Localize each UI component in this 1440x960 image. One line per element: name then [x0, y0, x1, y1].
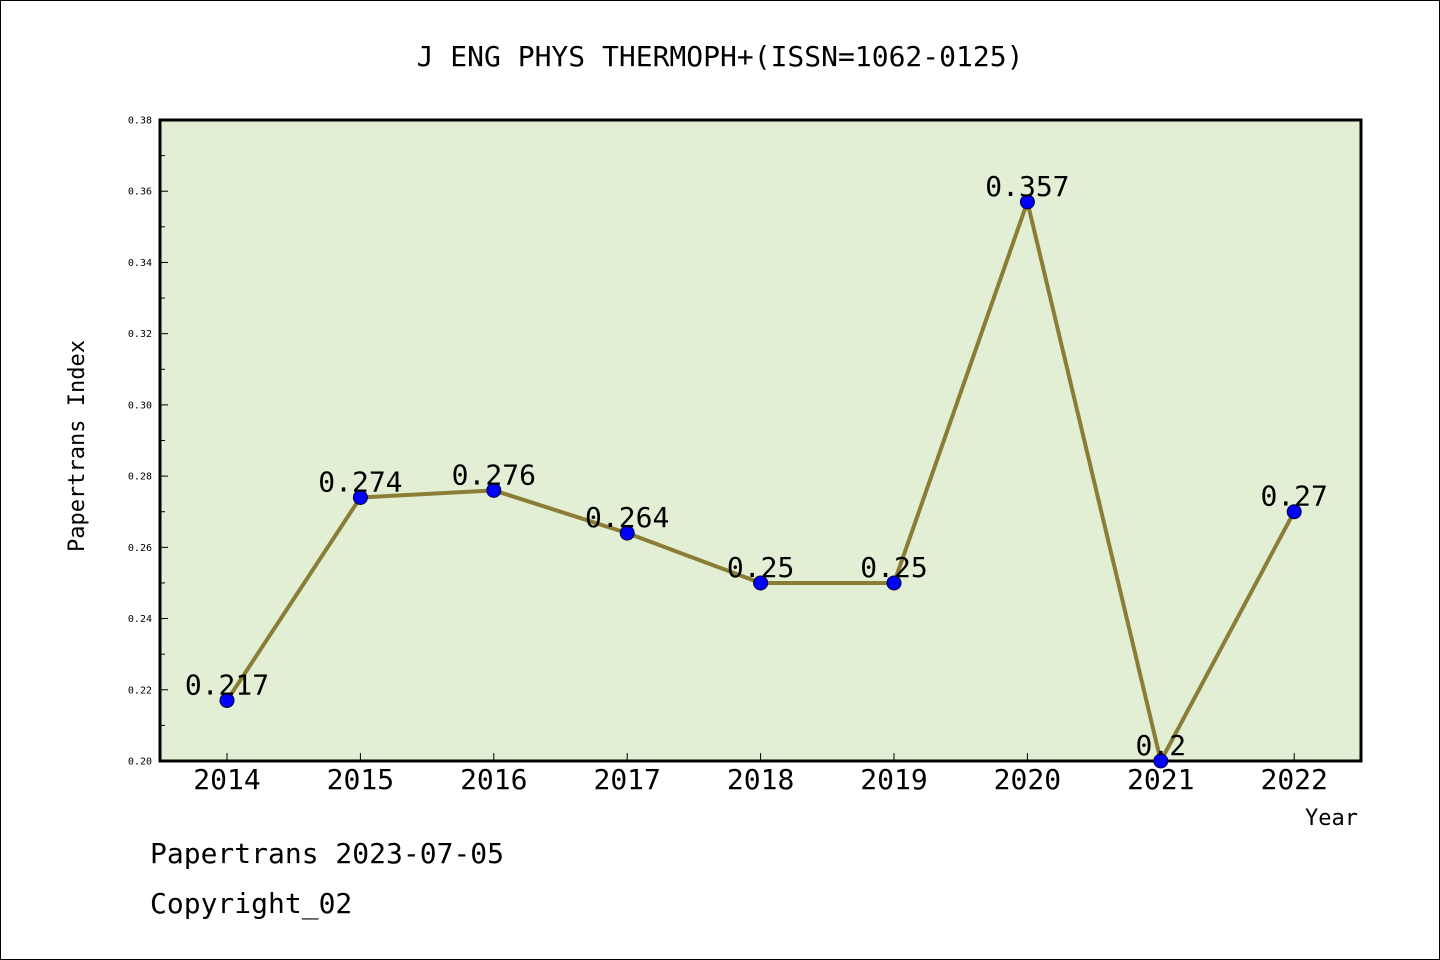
- data-label: 0.217: [185, 668, 269, 701]
- chart-title: J ENG PHYS THERMOPH+(ISSN=1062-0125): [417, 40, 1024, 73]
- y-tick-label: 0.24: [128, 614, 152, 625]
- x-tick-label: 2015: [327, 763, 394, 796]
- data-label: 0.2: [1136, 729, 1187, 762]
- data-label: 0.27: [1260, 480, 1327, 513]
- data-label: 0.274: [318, 465, 402, 498]
- series-line-group: 0.217 0.274 0.276 0.264 0.25 0.25 0.357 0.2 0.27: [185, 170, 1328, 769]
- x-tick-label: 2014: [193, 763, 260, 796]
- x-tick-label: 2016: [460, 763, 527, 796]
- plot-area: [158, 118, 1363, 763]
- y-tick-label: 0.32: [128, 329, 152, 340]
- y-tick-label: 0.22: [128, 685, 152, 696]
- x-tick-label: 2022: [1260, 763, 1327, 796]
- data-label: 0.25: [727, 551, 794, 584]
- data-point: [219, 692, 235, 708]
- y-tick-label: 0.26: [128, 543, 152, 554]
- data-point: [753, 575, 769, 591]
- y-tick-label: 0.36: [128, 187, 152, 198]
- data-label: 0.264: [585, 501, 669, 534]
- y-tick-label: 0.38: [128, 116, 152, 127]
- x-axis-label: Year: [1305, 806, 1358, 831]
- data-point: [352, 489, 368, 505]
- footer-copyright: Copyright_02: [150, 887, 352, 921]
- x-tick-label: 2018: [727, 763, 794, 796]
- x-tick-label: 2019: [860, 763, 927, 796]
- data-point: [1286, 504, 1302, 520]
- data-point: [1019, 194, 1035, 210]
- y-axis-label: Papertrans Index: [65, 340, 90, 552]
- data-label: 0.357: [985, 170, 1069, 203]
- footer-date: Papertrans 2023-07-05: [150, 837, 504, 870]
- data-point: [486, 482, 502, 498]
- data-label: 0.276: [452, 458, 536, 491]
- x-tick-label: 2017: [593, 763, 660, 796]
- y-axis: 0.20 0.22 0.24 0.26 0.28 0.30 0.32 0.34 0.36 0.38: [128, 116, 168, 768]
- y-tick-label: 0.20: [128, 757, 152, 768]
- data-label: 0.25: [860, 551, 927, 584]
- y-tick-label: 0.34: [128, 258, 152, 269]
- data-point: [619, 525, 635, 541]
- x-axis: 2014 2015 2016 2017 2018 2019 2020 2021 2022: [193, 753, 1328, 796]
- y-tick-label: 0.28: [128, 472, 152, 483]
- y-tick-label: 0.30: [128, 400, 152, 411]
- x-tick-label: 2020: [994, 763, 1061, 796]
- data-point: [1153, 753, 1169, 769]
- data-point: [886, 575, 902, 591]
